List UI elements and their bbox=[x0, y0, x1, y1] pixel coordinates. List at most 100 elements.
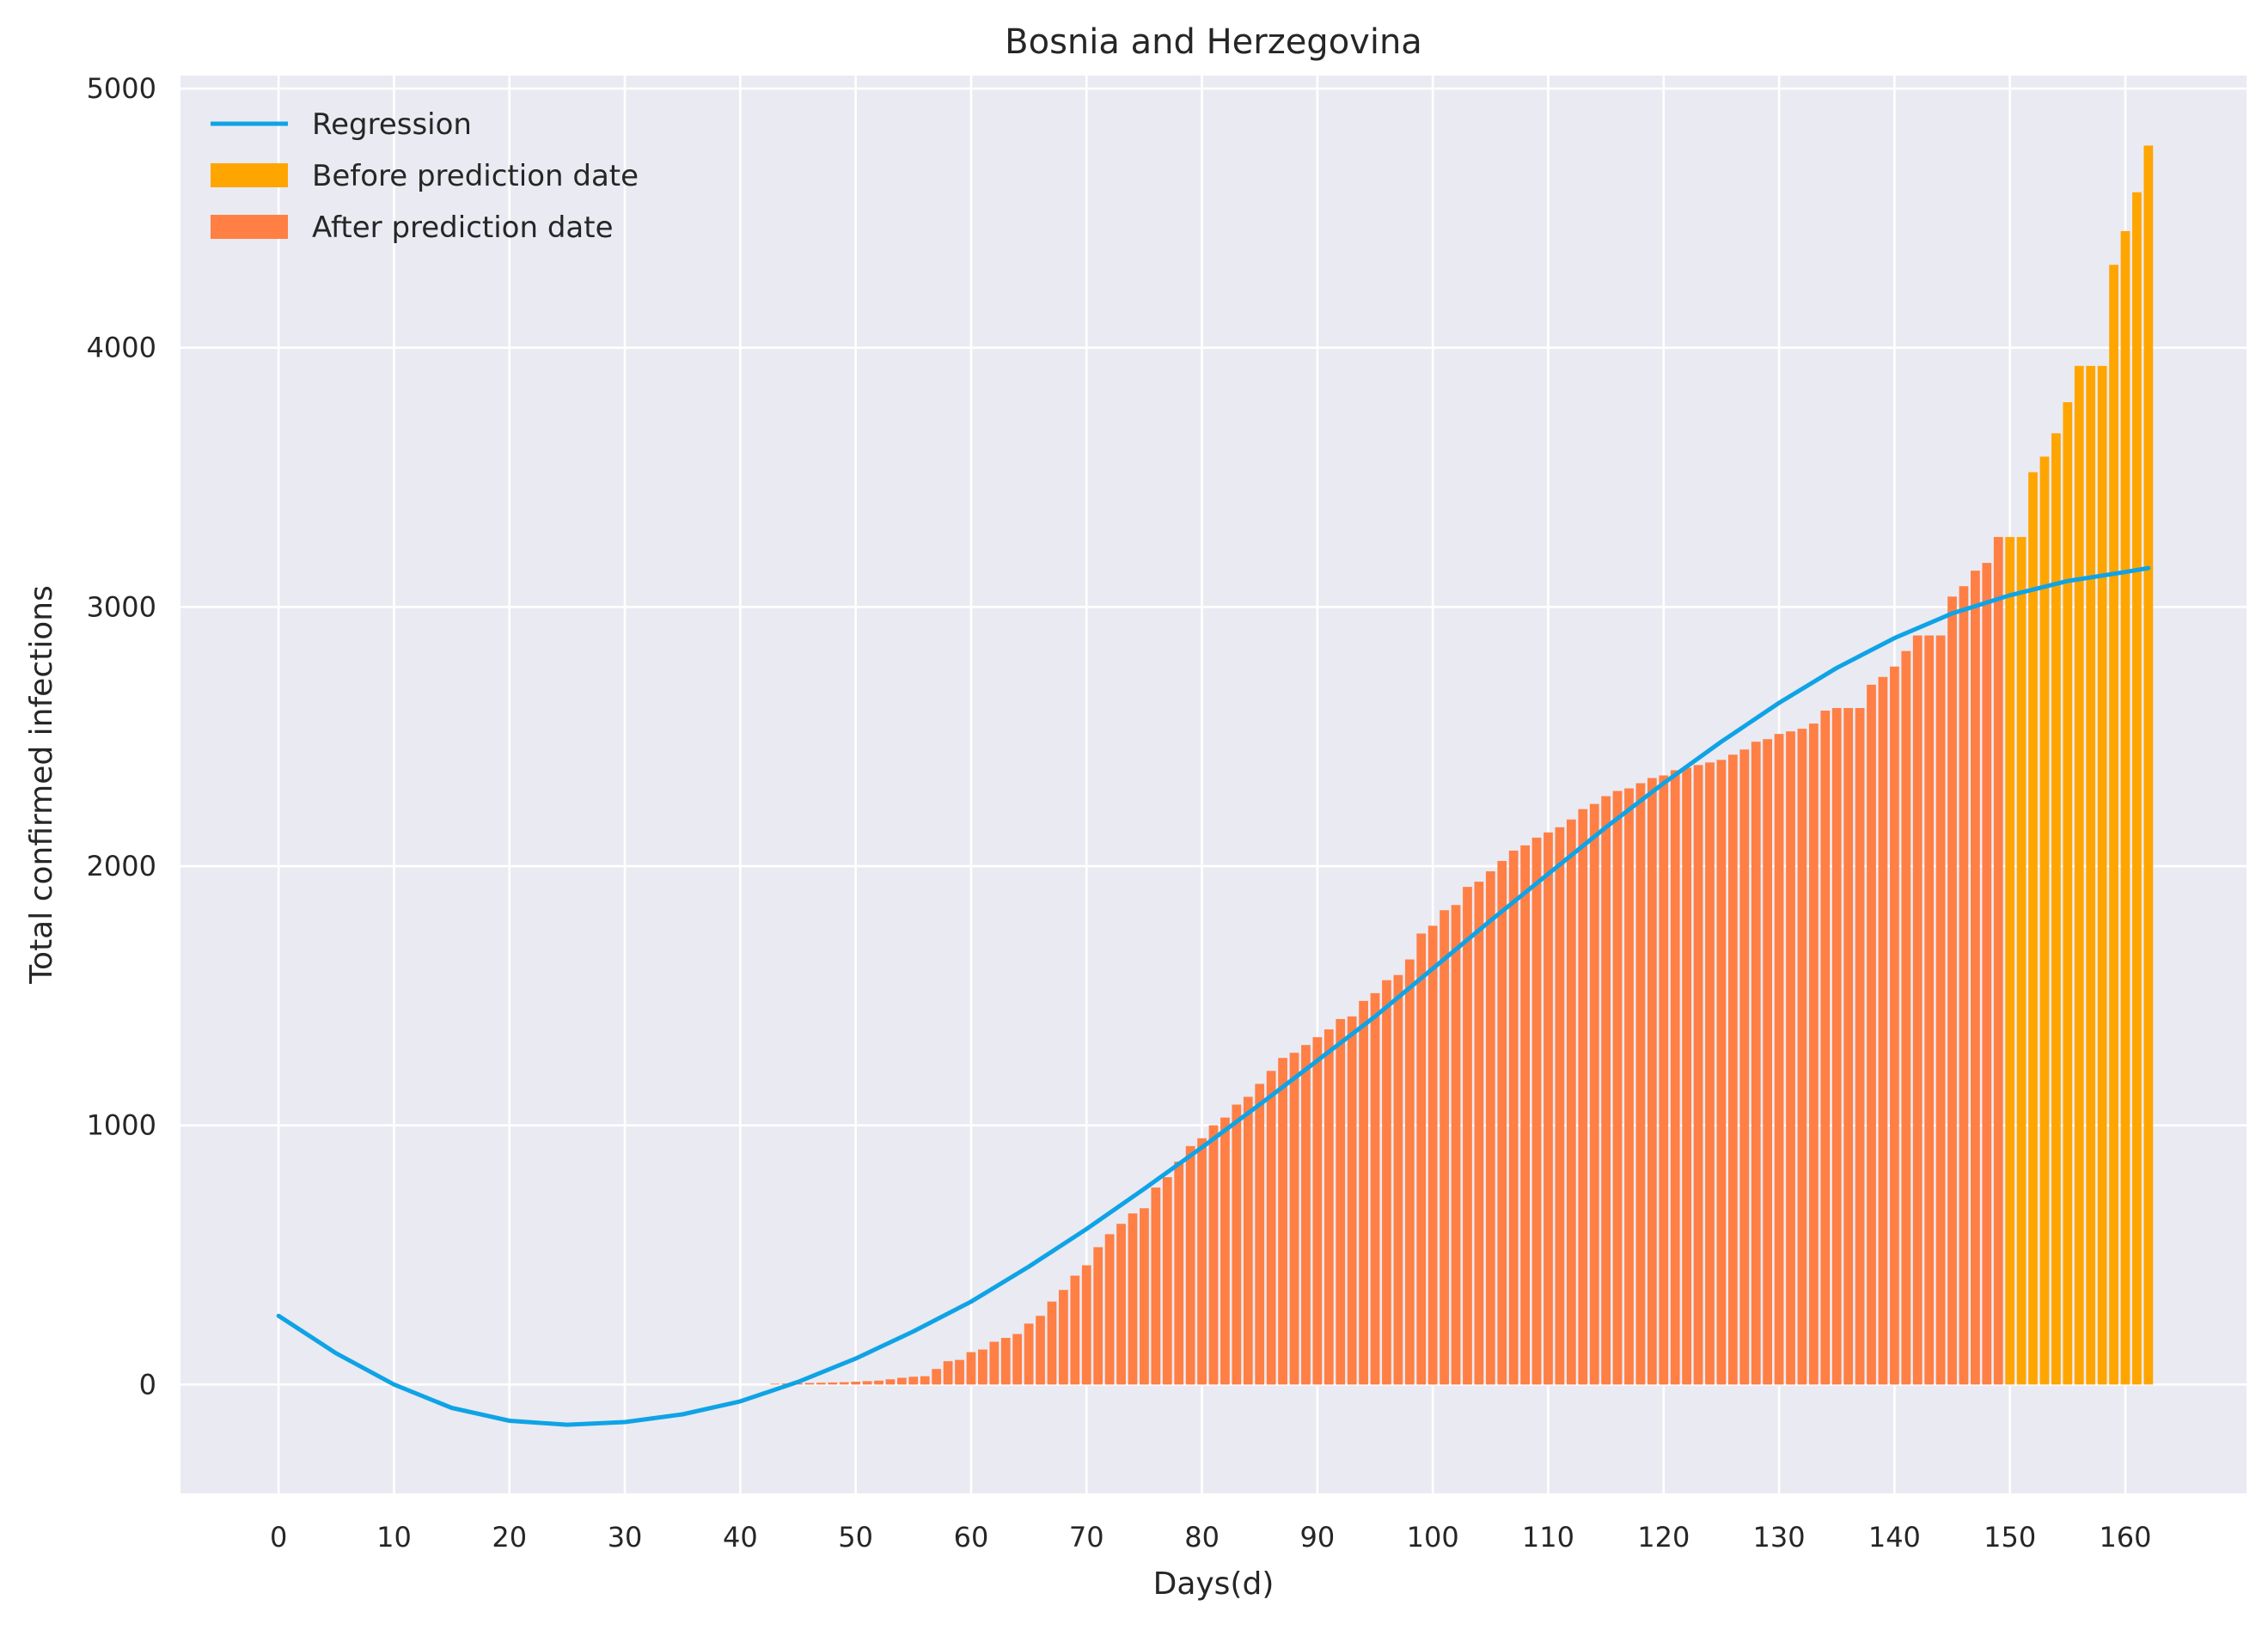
bar bbox=[1578, 809, 1588, 1385]
bar bbox=[2028, 472, 2038, 1385]
bar bbox=[1012, 1334, 1023, 1385]
bar bbox=[1324, 1029, 1334, 1385]
bar bbox=[1624, 788, 1634, 1385]
bar bbox=[1404, 959, 1415, 1385]
bar bbox=[1786, 731, 1795, 1385]
bar bbox=[1831, 708, 1842, 1385]
bar bbox=[1243, 1096, 1253, 1385]
bar bbox=[1393, 974, 1403, 1385]
x-tick-label: 30 bbox=[608, 1521, 643, 1554]
bar bbox=[1301, 1045, 1311, 1385]
y-tick-label: 4000 bbox=[87, 332, 156, 364]
bar bbox=[816, 1383, 826, 1385]
bar bbox=[1843, 708, 1854, 1385]
bar bbox=[1266, 1071, 1276, 1385]
bar bbox=[1497, 860, 1507, 1385]
x-axis-label: Days(d) bbox=[1153, 1566, 1275, 1602]
bar bbox=[1612, 791, 1623, 1385]
x-tick-label: 120 bbox=[1637, 1521, 1690, 1554]
y-tick-labels: 0 1000 2000 3000 4000 5000 bbox=[87, 72, 156, 1401]
bar bbox=[2051, 433, 2061, 1385]
bar bbox=[1416, 933, 1427, 1385]
bar bbox=[1890, 666, 1899, 1385]
legend: Regression Before prediction date After … bbox=[211, 107, 639, 245]
bar bbox=[1036, 1316, 1045, 1385]
x-tick-label: 100 bbox=[1407, 1521, 1459, 1554]
bar bbox=[1093, 1247, 1103, 1385]
bar bbox=[1751, 742, 1761, 1385]
x-tick-label: 110 bbox=[1522, 1521, 1574, 1554]
bar bbox=[1520, 845, 1530, 1385]
bar bbox=[828, 1382, 838, 1385]
legend-before-label: Before prediction date bbox=[312, 159, 639, 193]
bar bbox=[1140, 1208, 1149, 1385]
bar bbox=[1197, 1138, 1207, 1385]
bar bbox=[1312, 1037, 1323, 1385]
bar bbox=[1820, 711, 1831, 1385]
bar bbox=[1774, 734, 1784, 1385]
bar bbox=[1659, 775, 1669, 1385]
bar bbox=[1693, 765, 1703, 1385]
bar bbox=[978, 1349, 987, 1385]
bar bbox=[1463, 887, 1472, 1385]
bar bbox=[1047, 1301, 1057, 1385]
bar bbox=[1508, 850, 1519, 1385]
x-tick-label: 90 bbox=[1300, 1521, 1336, 1554]
bar bbox=[862, 1381, 872, 1385]
bar bbox=[2039, 456, 2050, 1385]
bar bbox=[1024, 1323, 1034, 1385]
bar bbox=[2097, 365, 2107, 1385]
legend-regression-label: Regression bbox=[312, 107, 472, 142]
bar bbox=[2143, 145, 2154, 1385]
bar bbox=[1220, 1117, 1230, 1385]
bar bbox=[2086, 365, 2096, 1385]
bar bbox=[1878, 676, 1888, 1385]
y-tick-label: 3000 bbox=[87, 590, 156, 623]
bar bbox=[1208, 1125, 1219, 1385]
bar bbox=[932, 1369, 942, 1385]
bar bbox=[1104, 1234, 1115, 1385]
bar bbox=[1982, 563, 1992, 1385]
legend-before-swatch bbox=[211, 163, 288, 187]
bar bbox=[1185, 1145, 1195, 1385]
bar bbox=[839, 1382, 849, 1385]
bar bbox=[1716, 760, 1727, 1385]
bar bbox=[1947, 596, 1957, 1385]
bar bbox=[943, 1361, 953, 1385]
bar bbox=[1935, 635, 1946, 1385]
bar bbox=[1151, 1187, 1161, 1385]
bar bbox=[1912, 635, 1923, 1385]
bar bbox=[1808, 723, 1819, 1385]
bar bbox=[1739, 749, 1750, 1385]
bar bbox=[1763, 739, 1773, 1385]
y-tick-label: 5000 bbox=[87, 72, 156, 105]
y-tick-label: 1000 bbox=[87, 1109, 156, 1142]
bar bbox=[2063, 402, 2073, 1385]
bar bbox=[1959, 586, 1969, 1385]
bar bbox=[1797, 729, 1807, 1385]
bar bbox=[1070, 1275, 1080, 1385]
bar bbox=[1647, 778, 1657, 1385]
legend-after-swatch bbox=[211, 215, 288, 239]
bar bbox=[966, 1352, 976, 1385]
bar bbox=[2074, 365, 2084, 1385]
bar bbox=[1705, 762, 1715, 1385]
bar bbox=[1855, 708, 1865, 1385]
regression-line bbox=[276, 565, 2151, 1427]
bar bbox=[770, 1383, 780, 1385]
bar bbox=[897, 1377, 907, 1385]
y-tick-label: 0 bbox=[139, 1368, 156, 1401]
bar bbox=[1000, 1338, 1011, 1385]
x-tick-label: 150 bbox=[1984, 1521, 2036, 1554]
x-tick-label: 0 bbox=[270, 1521, 287, 1554]
bar bbox=[1635, 783, 1646, 1385]
bar bbox=[1382, 980, 1391, 1385]
x-tick-label: 140 bbox=[1868, 1521, 1921, 1554]
bar bbox=[1278, 1058, 1287, 1385]
bar bbox=[1336, 1018, 1346, 1385]
bar bbox=[1474, 882, 1484, 1385]
x-tick-label: 60 bbox=[954, 1521, 989, 1554]
bar bbox=[1370, 992, 1380, 1385]
bar bbox=[1289, 1053, 1299, 1385]
